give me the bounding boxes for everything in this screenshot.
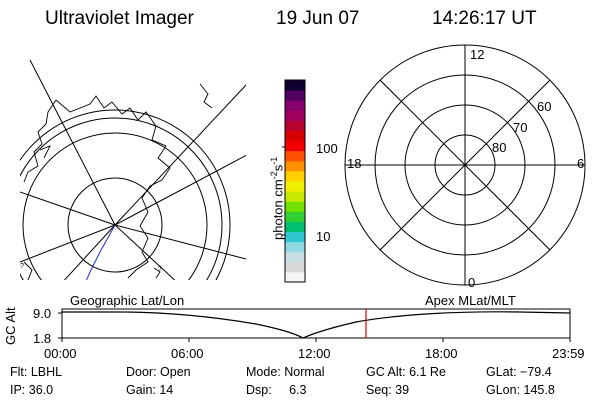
colorbar-tick-label: 100	[316, 141, 338, 156]
map-label: ?	[20, 263, 24, 270]
geographic-map-panel	[20, 59, 246, 280]
colorbar-band	[285, 110, 305, 121]
colorbar-tick-label: 10	[316, 229, 331, 244]
colorbar-band	[285, 181, 305, 192]
altitude-plot	[58, 308, 571, 342]
meridian-line	[63, 224, 116, 280]
x-tick-label: 18:00	[425, 346, 458, 361]
time-label: 14:26:17 UT	[432, 8, 537, 29]
lat-circle	[20, 117, 223, 280]
glat-status: GLat: −79.4	[486, 365, 552, 379]
apex-coords-title: Apex MLat/MLT	[425, 293, 516, 308]
coastline	[153, 267, 161, 279]
unit-text: photon cm	[270, 179, 286, 240]
coastline	[199, 83, 213, 109]
glon-status: GLon: 145.8	[486, 383, 555, 397]
colorbar-band	[285, 231, 305, 243]
colorbar-band	[285, 120, 305, 131]
mlt-label-0: 0	[468, 275, 476, 290]
x-tick-label: 12:00	[298, 346, 331, 361]
y-tick-label: 1.8	[33, 331, 52, 346]
mlt-label-12: 12	[470, 47, 485, 62]
lat-circle	[67, 177, 163, 273]
x-tick-label: 00:00	[44, 346, 77, 361]
colorbar-band	[285, 90, 305, 101]
x-tick-label: 06:00	[171, 346, 204, 361]
colorbar-band	[285, 211, 305, 222]
unit-exponent: -2	[269, 171, 279, 180]
colorbar-frame	[284, 79, 306, 283]
colorbar-band	[285, 130, 305, 142]
meridian-line	[20, 191, 116, 226]
colorbar-band	[285, 221, 305, 232]
colorbar-band	[285, 261, 305, 273]
filter-status: Flt: LBHL	[10, 365, 63, 379]
altitude-curve	[62, 311, 571, 339]
ip-status: IP: 36.0	[10, 383, 54, 397]
mlt-label-6: 6	[577, 156, 585, 171]
seq-status: Seq: 39	[366, 383, 410, 397]
meridian-line	[114, 224, 246, 260]
coastline	[39, 145, 51, 159]
mlt-label-18: 18	[347, 156, 362, 171]
colorbar-band	[285, 170, 305, 182]
meridian-line	[29, 59, 116, 226]
colorbar-band	[285, 251, 305, 263]
lat-circle	[22, 132, 208, 280]
meridian-line	[114, 154, 246, 226]
colorbar-band	[285, 241, 305, 253]
altitude-plot-frame	[61, 308, 571, 339]
y-tick-label: 9.0	[33, 306, 52, 321]
colorbar-unit-label: photon cm-2s-1	[269, 156, 286, 240]
mlat-label-70: 70	[513, 120, 528, 135]
coastline	[23, 261, 33, 280]
map-label: ?	[158, 266, 162, 273]
instrument-title: Ultraviolet Imager	[45, 8, 194, 29]
colorbar-band	[285, 271, 305, 283]
colorbar-band	[285, 150, 305, 162]
x-tick-label: 23:59	[552, 346, 585, 361]
date-label: 19 Jun 07	[276, 8, 360, 29]
unit-exponent: -1	[269, 156, 279, 165]
colorbar-band	[285, 80, 305, 91]
ground-track	[86, 224, 116, 280]
colorbar-band	[285, 140, 305, 152]
colorbar	[285, 80, 305, 283]
mlat-label-80: 80	[492, 140, 507, 155]
meridian-line	[114, 224, 176, 280]
colorbar-band	[285, 100, 305, 111]
altitude-axis-label: GC Alt	[3, 307, 18, 345]
polar-axis	[379, 79, 551, 251]
meridian-line	[20, 224, 116, 263]
dsp-status: Dsp: 6.3	[246, 383, 307, 397]
gain-status: Gain: 14	[126, 383, 174, 397]
door-status: Door: Open	[126, 365, 191, 379]
coastline	[23, 99, 57, 183]
colorbar-band	[285, 191, 305, 202]
lat-circle	[20, 109, 231, 280]
mode-status: Mode: Normal	[246, 365, 325, 379]
meridian-line	[114, 84, 246, 226]
gc-alt-status: GC Alt: 6.1 Re	[366, 365, 446, 379]
unit-text: s	[270, 164, 286, 172]
colorbar-band	[285, 201, 305, 212]
mlat-mlt-panel	[344, 44, 586, 286]
geo-coords-title: Geographic Lat/Lon	[70, 293, 185, 308]
mlat-label-60: 60	[537, 99, 552, 114]
coastline	[55, 95, 171, 279]
colorbar-band	[285, 160, 305, 172]
